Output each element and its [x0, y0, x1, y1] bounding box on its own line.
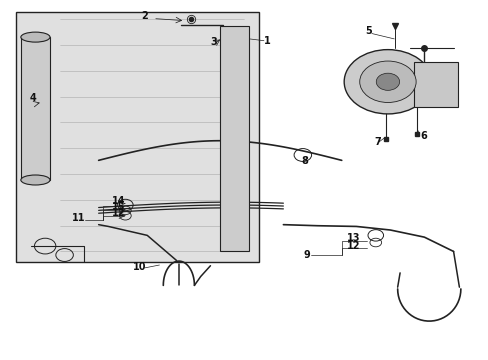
Text: 8: 8 — [301, 156, 308, 166]
Bar — [21, 37, 50, 180]
Text: 12: 12 — [346, 240, 359, 251]
Text: 14: 14 — [112, 196, 125, 206]
Polygon shape — [16, 12, 259, 262]
Ellipse shape — [21, 175, 50, 185]
Text: 6: 6 — [420, 131, 427, 141]
Ellipse shape — [21, 32, 50, 42]
Text: 4: 4 — [30, 93, 36, 103]
Bar — [220, 26, 249, 251]
Text: 9: 9 — [303, 249, 310, 260]
Text: 11: 11 — [72, 213, 85, 223]
Polygon shape — [413, 62, 458, 107]
Circle shape — [344, 50, 431, 114]
Text: 1: 1 — [264, 36, 270, 46]
Circle shape — [359, 61, 415, 103]
Circle shape — [375, 73, 399, 90]
Text: 12: 12 — [112, 208, 125, 219]
Text: 7: 7 — [374, 137, 381, 147]
Text: 10: 10 — [132, 262, 146, 272]
Text: 3: 3 — [210, 37, 217, 47]
Text: 2: 2 — [141, 10, 148, 21]
Text: 5: 5 — [365, 26, 371, 36]
Text: 15: 15 — [112, 202, 125, 212]
Text: 13: 13 — [346, 233, 359, 243]
